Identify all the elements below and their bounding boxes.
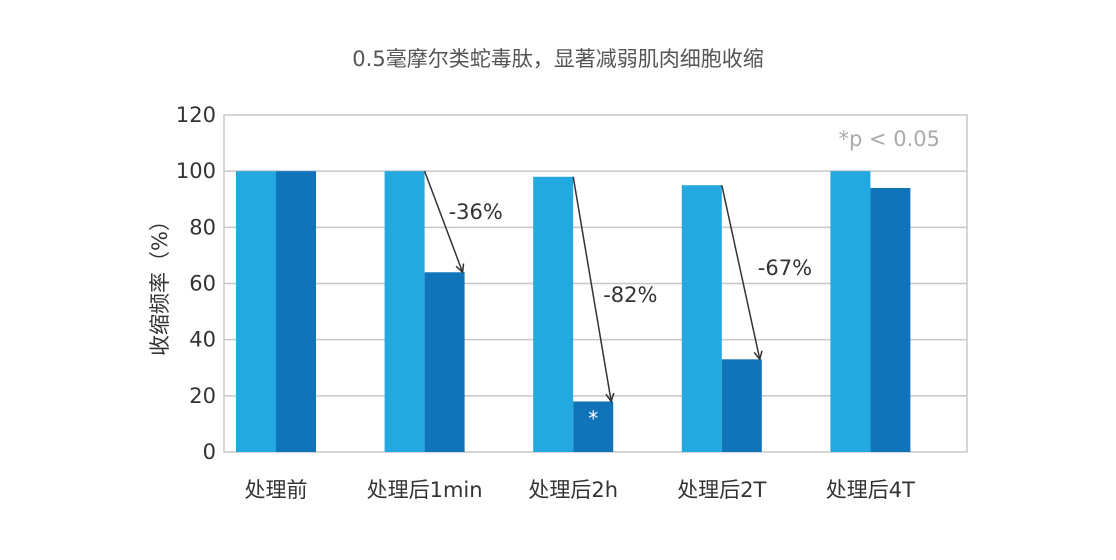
bar-light-0 [236, 171, 276, 452]
drop-arrow-2 [572, 176, 611, 402]
y-tick-label: 0 [203, 440, 216, 464]
y-tick-label: 80 [189, 215, 216, 239]
y-tick-label: 60 [189, 272, 216, 296]
y-tick-label: 40 [189, 328, 216, 352]
significance-note: *p < 0.05 [838, 127, 940, 151]
y-tick-label: 100 [176, 159, 216, 183]
bar-light-1 [384, 171, 425, 452]
axis-layer: 0 20 40 60 80 100 120 处理前 处理后1min 处理后2h 处理后2T 处理后4T [176, 103, 915, 502]
annotation-layer: -36% -82% -67% * [423, 170, 812, 430]
y-tick-label: 20 [189, 384, 216, 408]
chart-title: 0.5毫摩尔类蛇毒肽，显著减弱肌肉细胞收缩 [352, 47, 763, 71]
bar-light-4 [830, 171, 871, 452]
drop-label-3: -67% [758, 256, 812, 280]
x-category-label: 处理后4T [826, 478, 915, 502]
drop-arrow-3 [721, 185, 760, 359]
bar-light-2 [533, 176, 574, 453]
y-tick-label: 120 [176, 103, 216, 127]
y-axis-label: 收缩频率（%） [148, 210, 172, 356]
x-category-label: 处理后2h [528, 478, 618, 502]
x-category-label: 处理后1min [367, 478, 483, 502]
bar-dark-0 [276, 171, 316, 452]
bar-dark-2 [573, 401, 614, 452]
drop-label-1: -36% [449, 200, 503, 224]
bar-dark-1 [424, 272, 465, 452]
bar-light-3 [681, 185, 722, 453]
bar-dark-4 [870, 188, 911, 452]
drop-label-2: -82% [603, 283, 657, 307]
x-category-label: 处理前 [245, 478, 308, 502]
x-category-label: 处理后2T [677, 478, 766, 502]
significance-star: * [588, 406, 598, 430]
bars-layer [236, 171, 911, 453]
bar-dark-3 [721, 359, 762, 452]
drop-arrow-1 [423, 170, 463, 272]
